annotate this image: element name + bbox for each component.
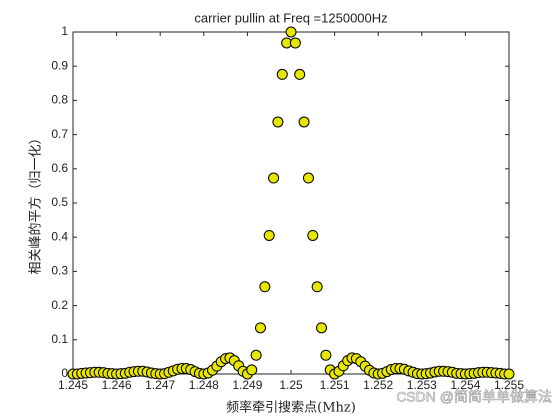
- point: [316, 322, 328, 334]
- point: [250, 349, 262, 361]
- y-tick-label: 0.3: [51, 264, 68, 278]
- x-tick-label: 1.252: [363, 378, 393, 392]
- y-tick-label: 1: [61, 24, 68, 38]
- y-tick-label: 0.8: [51, 93, 68, 107]
- x-tick-label: 1.254: [450, 378, 480, 392]
- point: [254, 322, 266, 334]
- x-axis-label: 频率牵引搜索点(Mhz): [226, 400, 356, 416]
- y-tick-label: 0: [61, 366, 68, 380]
- y-tick-label: 0.1: [51, 332, 68, 346]
- point: [307, 229, 319, 241]
- point: [311, 281, 323, 293]
- y-tick-label: 0.9: [51, 58, 68, 72]
- y-tick-label: 0.7: [51, 127, 68, 141]
- x-tick-label: 1.251: [320, 378, 350, 392]
- x-tick-label: 1.245: [58, 378, 88, 392]
- y-tick-label: 0.4: [51, 229, 68, 243]
- point: [272, 116, 284, 128]
- plot-area: [72, 31, 510, 375]
- point: [285, 26, 297, 38]
- point: [302, 172, 314, 184]
- watermark: CSDN @简简单单做算法: [396, 389, 552, 405]
- x-tick-label: 1.246: [102, 378, 132, 392]
- x-tick-label: 1.249: [232, 378, 262, 392]
- x-tick-label: 1.255: [494, 378, 524, 392]
- point: [298, 116, 310, 128]
- y-tick-label: 0.2: [51, 298, 68, 312]
- point: [289, 37, 301, 49]
- point: [268, 172, 280, 184]
- x-tick-label: 1.25: [279, 378, 303, 392]
- point: [276, 68, 288, 80]
- point: [259, 281, 271, 293]
- point: [246, 364, 258, 376]
- x-tick-label: 1.253: [407, 378, 437, 392]
- x-tick-label: 1.248: [189, 378, 219, 392]
- point: [503, 368, 515, 380]
- y-axis-label: 相关峰的平方（归一化）: [28, 131, 44, 274]
- point: [263, 229, 275, 241]
- chart-title: carrier pullin at Freq =1250000Hz: [194, 10, 387, 25]
- y-tick-label: 0.6: [51, 161, 68, 175]
- point: [320, 349, 332, 361]
- y-tick-label: 0.5: [51, 195, 68, 209]
- point: [294, 68, 306, 80]
- x-tick-label: 1.247: [145, 378, 175, 392]
